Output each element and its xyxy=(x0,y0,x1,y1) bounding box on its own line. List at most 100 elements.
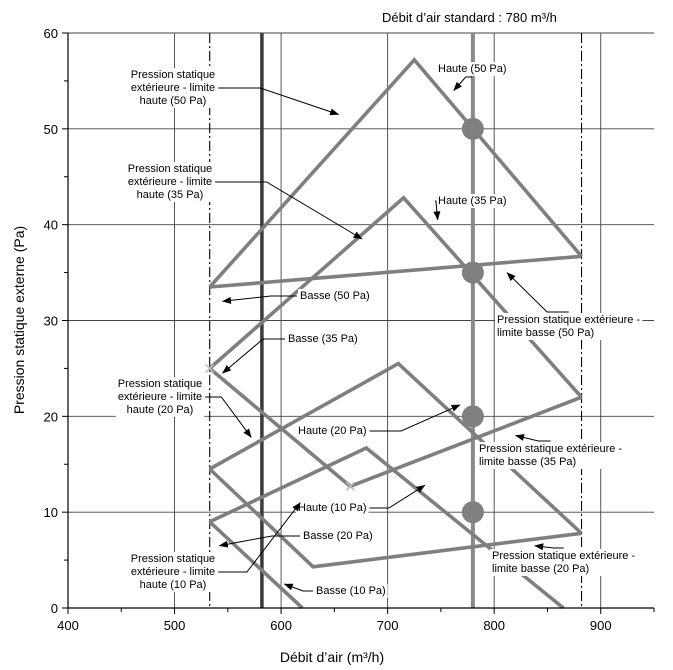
annotation-line: Haute (50 Pa) xyxy=(438,63,506,75)
annotation-text: Haute (50 Pa) xyxy=(438,63,506,75)
star-stroke xyxy=(205,363,215,373)
annotation-text: Haute (35 Pa) xyxy=(438,195,506,207)
annotation-bg xyxy=(436,194,509,208)
annotation-bg xyxy=(128,552,218,592)
annotation: Haute (50 Pa) xyxy=(436,62,509,91)
annotation-line: Pression statique xyxy=(118,378,202,390)
annotation-line: limite basse (35 Pa) xyxy=(479,456,576,468)
annotation: Basse (50 Pa) xyxy=(222,289,372,304)
annotation: Pression statique extérieure -limite bas… xyxy=(477,434,625,469)
chart-title: Débit d’air standard : 780 m³/h xyxy=(382,10,557,25)
x-tick-label: 600 xyxy=(270,618,292,633)
annotation-arrow xyxy=(369,404,461,432)
annotation-line: Pression statique extérieure - xyxy=(497,314,640,326)
annotation-text: Basse (20 Pa) xyxy=(303,530,373,542)
x-tick-label: 900 xyxy=(590,618,612,633)
y-axis-title: Pression statique externe (Pa) xyxy=(11,226,27,414)
annotation-line: Haute (10 Pa) xyxy=(298,502,366,514)
annotation: Pression statique extérieure - limite haut… xyxy=(128,502,301,592)
annotation-text: Pression statique extérieure -limite bas… xyxy=(479,443,622,468)
annotation-arrow xyxy=(222,295,297,304)
annotation-text: Pression statique extérieure - limite haut… xyxy=(131,69,215,107)
annotation-text: Pression statique extérieure -limite bas… xyxy=(497,314,640,339)
annotation-bg xyxy=(296,424,369,438)
annotation-line: haute (20 Pa) xyxy=(127,404,194,416)
annotation-arrow xyxy=(515,434,551,442)
annotation-text: Basse (10 Pa) xyxy=(316,585,386,597)
annotation-line: Haute (20 Pa) xyxy=(298,425,366,437)
annotation: Haute (35 Pa) xyxy=(433,194,509,221)
annotation-arrow xyxy=(433,200,441,221)
annotation-line: extérieure - limite xyxy=(131,566,215,578)
annotation: Haute (20 Pa) xyxy=(296,404,461,438)
annotation-bg xyxy=(495,313,643,340)
annotation: Haute (10 Pa) xyxy=(296,484,426,515)
annotation: Basse (35 Pa) xyxy=(222,332,360,374)
annotation-line: limite basse (20 Pa) xyxy=(492,563,589,575)
axes xyxy=(62,32,655,614)
annotation-arrow xyxy=(218,502,301,573)
series-line xyxy=(208,57,583,289)
annotation: Pression statique extérieure -limite bas… xyxy=(490,543,638,576)
annotation-line: extérieure - limite xyxy=(128,176,212,188)
y-tick-label: 10 xyxy=(44,505,58,520)
annotations: Pression statique extérieure - limite haut… xyxy=(115,62,643,598)
series-line xyxy=(209,254,582,289)
annotation-line: Pression statique xyxy=(131,69,215,81)
annotation-line: limite basse (50 Pa) xyxy=(497,327,594,339)
y-tick-label: 40 xyxy=(44,218,58,233)
annotation-line: haute (50 Pa) xyxy=(140,95,207,107)
annotation: Pression statique extérieure - limite haut… xyxy=(125,162,363,240)
annotation-text: Basse (50 Pa) xyxy=(300,290,370,302)
star-stroke xyxy=(345,481,355,491)
x-tick-label: 800 xyxy=(483,618,505,633)
annotation-bg xyxy=(286,332,360,346)
annotation-text: Pression statique extérieure -limite bas… xyxy=(492,550,635,575)
annotation: Basse (10 Pa) xyxy=(283,583,388,598)
annotation-bg xyxy=(128,68,218,108)
annotation-line: Haute (35 Pa) xyxy=(438,195,506,207)
annotation-line: haute (35 Pa) xyxy=(137,189,204,201)
operating-point xyxy=(461,261,484,284)
x-axis-title: Débit d’air (m³/h) xyxy=(280,649,384,665)
annotation-arrow xyxy=(369,484,426,509)
x-tick-label: 500 xyxy=(164,618,186,633)
series-line xyxy=(208,361,583,535)
annotation-line: haute (10 Pa) xyxy=(140,579,207,591)
annotation-text: Pression statique extérieure - limite haut… xyxy=(128,163,212,201)
annotation-arrow xyxy=(222,338,285,374)
annotation-bg xyxy=(436,62,509,76)
annotation-arrow xyxy=(453,76,473,91)
annotation-bg xyxy=(296,501,369,515)
annotation-bg xyxy=(490,549,638,576)
x-tick-label: 700 xyxy=(377,618,399,633)
star-mark xyxy=(205,363,215,373)
annotation-line: Basse (50 Pa) xyxy=(300,290,370,302)
operating-point xyxy=(461,405,484,428)
annotation-line: Pression statique xyxy=(128,163,212,175)
annotation-text: Haute (20 Pa) xyxy=(298,425,366,437)
annotation-line: Basse (20 Pa) xyxy=(303,530,373,542)
y-tick-label: 20 xyxy=(44,409,58,424)
annotation-line: extérieure - limite xyxy=(131,82,215,94)
annotation-arrow xyxy=(218,87,340,116)
operating-points xyxy=(461,117,484,524)
series-line xyxy=(208,520,304,610)
x-tick-label: 400 xyxy=(57,618,79,633)
series-line xyxy=(208,467,582,569)
annotation-arrow xyxy=(534,543,564,551)
tick-labels: 400 500 600 700 800 900 0 10 20 30 40 50 60 xyxy=(44,26,612,633)
annotation-text: Pression statique extérieure - limite haut… xyxy=(118,378,202,416)
annotation-line: Basse (10 Pa) xyxy=(316,585,386,597)
annotation: Pression statique extérieure - limite haut… xyxy=(115,377,252,438)
annotation-arrow xyxy=(218,535,300,548)
annotation-line: Basse (35 Pa) xyxy=(288,333,358,345)
annotation-bg xyxy=(125,162,215,202)
annotation-bg xyxy=(314,584,388,598)
annotation-text: Pression statique extérieure - limite haut… xyxy=(131,553,215,591)
annotation: Pression statique extérieure - limite haut… xyxy=(128,68,340,116)
annotation-bg xyxy=(477,442,625,469)
annotation-arrow xyxy=(283,583,313,592)
annotation-line: extérieure - limite xyxy=(118,391,202,403)
star-mark xyxy=(345,481,355,491)
